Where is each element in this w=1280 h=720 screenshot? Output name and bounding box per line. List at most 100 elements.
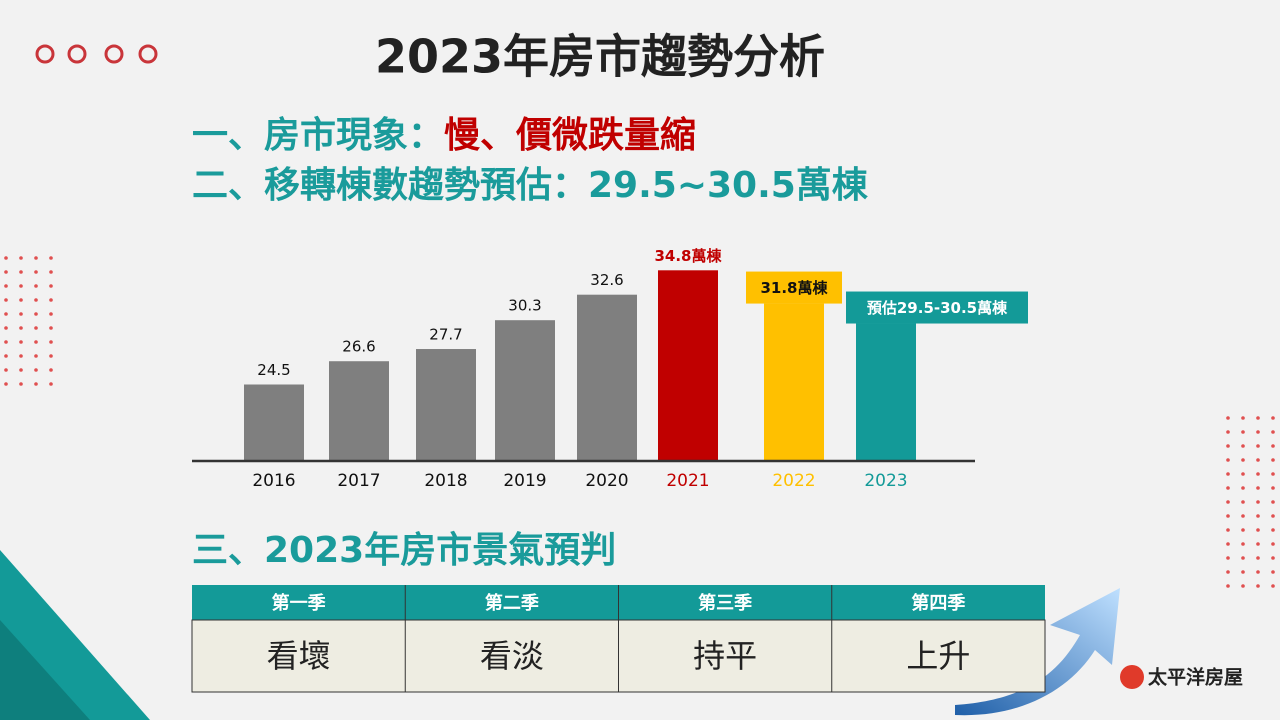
dot [1241, 570, 1245, 574]
dot [1256, 472, 1260, 476]
dot [34, 368, 38, 372]
decor-circles [35, 44, 158, 64]
x-tick-label: 2016 [252, 471, 295, 491]
dot [1256, 500, 1260, 504]
value-label-box [746, 271, 842, 304]
dot [1271, 472, 1275, 476]
dot [1271, 486, 1275, 490]
dot [1226, 472, 1230, 476]
dot [1271, 458, 1275, 462]
value-label: 24.5 [257, 361, 290, 379]
dot [1271, 514, 1275, 518]
dot [19, 312, 23, 316]
table-cell: 看壞 [267, 637, 331, 675]
dot [34, 256, 38, 260]
dot [19, 284, 23, 288]
dot [1241, 458, 1245, 462]
dot [1271, 416, 1275, 420]
dot [19, 368, 23, 372]
dot [1256, 514, 1260, 518]
dot [19, 326, 23, 330]
dot [1271, 584, 1275, 588]
dot [4, 298, 8, 302]
logo-text: 太平洋房屋 [1148, 666, 1243, 689]
dot [1241, 500, 1245, 504]
bar [329, 361, 389, 461]
dot [1256, 416, 1260, 420]
dot [1256, 528, 1260, 532]
dot [1226, 570, 1230, 574]
title: 2023年房市趨勢分析 [375, 30, 825, 84]
dot [34, 298, 38, 302]
bar [577, 294, 637, 461]
dot [19, 256, 23, 260]
dot [1256, 486, 1260, 490]
point-label: 一、房市現象： [192, 115, 444, 156]
dot [1256, 556, 1260, 560]
dot [49, 270, 53, 274]
chart: 24.5 2016 26.6 2017 27.7 2018 30.3 2019 32.6 2020… [192, 247, 1028, 491]
dot [1271, 430, 1275, 434]
dot [1241, 556, 1245, 560]
bar [416, 349, 476, 461]
dot [49, 354, 53, 358]
dot [49, 368, 53, 372]
dot [19, 354, 23, 358]
table-header-cell: 第四季 [911, 592, 965, 614]
dot [1226, 542, 1230, 546]
dot [4, 340, 8, 344]
dot [4, 284, 8, 288]
value-label-box [846, 291, 1028, 324]
decor-triangle [0, 620, 90, 720]
dot [49, 284, 53, 288]
dot [1241, 416, 1245, 420]
dot [1226, 444, 1230, 448]
decor-dots [4, 256, 1275, 588]
dot [1241, 542, 1245, 546]
dot [1226, 430, 1230, 434]
point: 二、移轉棟數趨勢預估：29.5~30.5萬棟 [192, 165, 869, 206]
table-header-cell: 第二季 [485, 592, 539, 614]
dot [1271, 570, 1275, 574]
dot [1226, 416, 1230, 420]
table-cell: 持平 [693, 637, 757, 675]
dot [1241, 444, 1245, 448]
dot [19, 340, 23, 344]
decor-arrow [955, 588, 1120, 716]
section-title: 三、2023年房市景氣預判 [192, 530, 616, 571]
dot [19, 270, 23, 274]
value-label: 27.7 [429, 326, 462, 344]
dot [1256, 444, 1260, 448]
dot [1226, 514, 1230, 518]
dot [1256, 584, 1260, 588]
dot [4, 270, 8, 274]
x-tick-label: 2021 [666, 471, 709, 491]
dot [4, 312, 8, 316]
bar [856, 323, 916, 461]
dot [49, 382, 53, 386]
dot [4, 326, 8, 330]
dot [1241, 584, 1245, 588]
dot [1241, 486, 1245, 490]
dot [1271, 556, 1275, 560]
value-label: 34.8萬棟 [654, 247, 722, 265]
dot [19, 298, 23, 302]
dot [4, 256, 8, 260]
value-label: 預估29.5-30.5萬棟 [867, 299, 1008, 317]
x-tick-label: 2020 [585, 471, 628, 491]
bar [764, 303, 824, 461]
x-tick-label: 2019 [503, 471, 546, 491]
dot [4, 354, 8, 358]
dot [49, 340, 53, 344]
table-header-cell: 第三季 [698, 592, 752, 614]
table-cell: 上升 [906, 637, 970, 675]
value-label: 26.6 [342, 338, 375, 356]
point: 一、房市現象：慢、價微跌量縮 [192, 115, 696, 156]
x-tick-label: 2018 [424, 471, 467, 491]
dot [1241, 528, 1245, 532]
x-tick-label: 2017 [337, 471, 380, 491]
dot [4, 382, 8, 386]
dot [34, 326, 38, 330]
